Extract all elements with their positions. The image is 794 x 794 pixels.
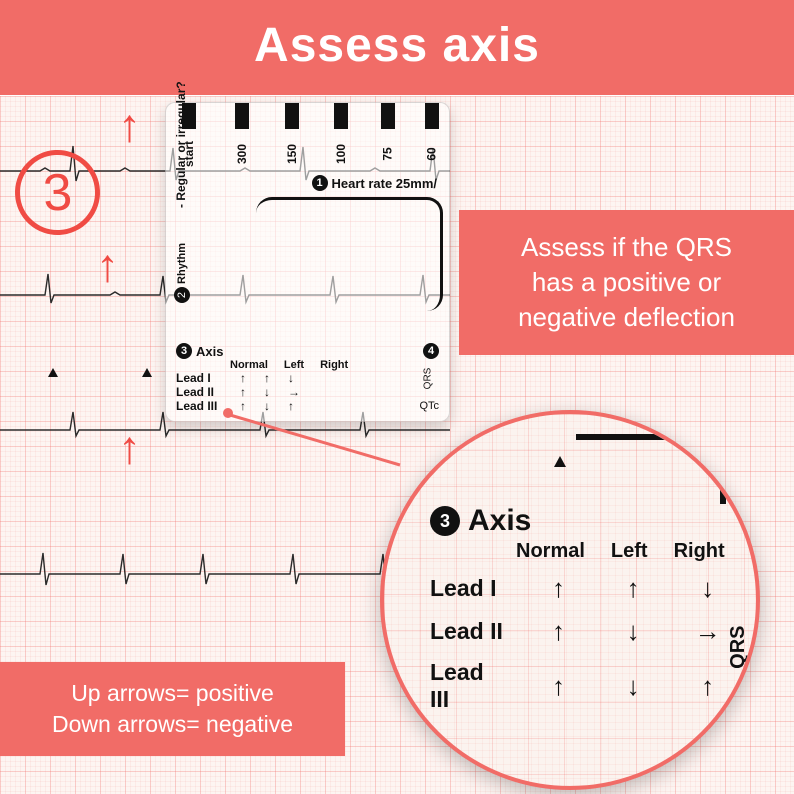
tick-75: 75 — [381, 103, 395, 161]
table-row: Lead III ↑ ↓ ↑ — [430, 659, 728, 713]
arrow-down-icon: ↓ — [613, 671, 654, 702]
arrow-right-icon: → — [687, 616, 728, 647]
arrow-down-icon: ↓ — [613, 616, 654, 647]
badge-3-icon: 3 — [176, 343, 192, 359]
col-normal: Normal — [230, 359, 268, 371]
pacer-mark-icon — [48, 368, 58, 377]
heart-rate-ticks: start 300 150 100 75 60 — [176, 103, 439, 161]
rhythm-label: - Regular or irregular? — [174, 81, 188, 208]
table-row: Lead II ↑ ↓ → — [430, 616, 728, 647]
badge-1-icon: 1 — [312, 175, 328, 191]
qrs-mini-label: QRS — [423, 367, 434, 389]
card-window — [256, 197, 443, 311]
table-row: Lead I ↑↑↓ QRS — [176, 371, 439, 385]
arrow-up-icon: ↑ — [538, 573, 579, 604]
tick-60: 60 — [425, 103, 439, 161]
arrow-up-icon: ↑ — [538, 616, 579, 647]
tick-300: 300 — [232, 103, 252, 161]
badge-2-icon: 2 — [174, 287, 190, 303]
axis-mini-table: 3 Axis 4 Normal Left Right Lead I ↑↑↓ QR… — [176, 343, 439, 413]
arrow-up-icon: ↑ — [538, 671, 579, 702]
badge-3-icon: 3 — [430, 506, 460, 536]
magnifier-circle: 3 Axis Normal Left Right Lead I ↑ ↑ ↓ Le… — [380, 410, 760, 790]
pacer-mark-icon — [142, 368, 152, 377]
up-arrow-icon: ↑ — [118, 420, 141, 474]
qrs-vertical-label: QRS — [727, 626, 750, 669]
col-left: Left — [284, 359, 304, 371]
arrow-up-icon: ↑ — [613, 573, 654, 604]
tick-150: 150 — [282, 103, 302, 161]
col-right: Right — [320, 359, 348, 371]
table-row: Lead II ↑↓→ — [176, 385, 439, 399]
rhythm-title: 2 Rhythm — [174, 243, 190, 303]
badge-4-icon: 4 — [423, 343, 439, 359]
table-row: Lead I ↑ ↑ ↓ — [430, 573, 728, 604]
ecg-ruler-card: start 300 150 100 75 60 1 Heart rate 25m… — [165, 102, 450, 422]
page-title: Assess axis — [0, 0, 794, 95]
arrow-down-icon: ↓ — [687, 573, 728, 604]
table-row: Lead III ↑↓↑ QTc — [176, 399, 439, 413]
up-arrow-icon: ↑ — [96, 238, 119, 292]
tick-100: 100 — [331, 103, 351, 161]
up-arrow-icon: ↑ — [118, 98, 141, 152]
arrow-up-icon: ↑ — [687, 671, 728, 702]
callout-qrs-deflection: Assess if the QRS has a positive or nega… — [459, 210, 794, 355]
magnifier-title: 3 Axis — [430, 504, 728, 538]
qtc-label: QTc — [419, 400, 439, 412]
callout-arrow-legend: Up arrows= positive Down arrows= negativ… — [0, 662, 345, 756]
magnifier-columns: Normal Left Right — [516, 540, 728, 563]
heart-rate-label: 1 Heart rate 25mm/ — [312, 175, 438, 191]
